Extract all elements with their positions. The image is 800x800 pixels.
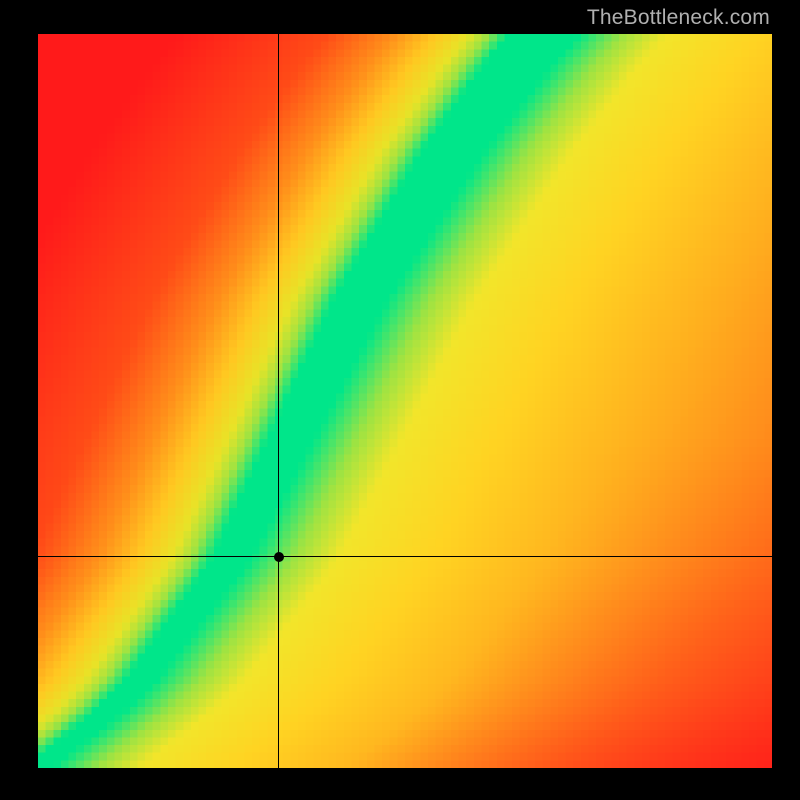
- crosshair-horizontal: [38, 556, 772, 557]
- marker-point: [274, 552, 284, 562]
- crosshair-vertical: [278, 34, 279, 768]
- heatmap-plot: [38, 34, 772, 768]
- watermark: TheBottleneck.com: [587, 6, 770, 30]
- heatmap-canvas: [38, 34, 772, 768]
